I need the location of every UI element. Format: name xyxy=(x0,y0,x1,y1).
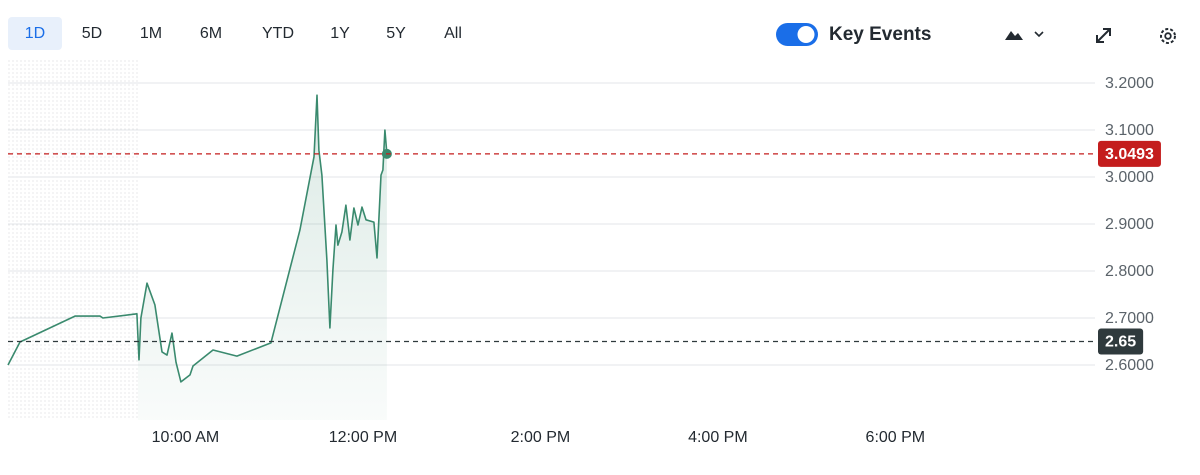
range-button[interactable]: 1Y xyxy=(330,25,350,42)
range-button[interactable]: YTD xyxy=(262,25,294,42)
range-button[interactable]: 6M xyxy=(200,25,222,42)
price-line xyxy=(7,94,388,383)
x-tick-label: 4:00 PM xyxy=(688,429,748,446)
range-button[interactable]: 1D xyxy=(25,25,45,42)
range-button[interactable]: 1M xyxy=(140,25,162,42)
x-tick-label: 12:00 PM xyxy=(329,429,397,446)
toolbar: 1D 5D 1M 6M YTD 1Y 5Y All xyxy=(8,17,462,50)
y-tick-label: 3.1000 xyxy=(1105,122,1154,139)
range-selected-bg xyxy=(8,17,62,50)
reference-label: 2.65 xyxy=(1105,334,1136,351)
chart-type-button[interactable] xyxy=(1005,31,1044,40)
reference-label-bg xyxy=(1098,140,1161,167)
y-tick-label: 2.6000 xyxy=(1105,357,1154,374)
y-tick-label: 2.8000 xyxy=(1105,263,1154,280)
x-tick-label: 10:00 AM xyxy=(152,429,220,446)
reference-label-bg xyxy=(1098,328,1144,355)
fullscreen-button[interactable] xyxy=(1096,28,1111,43)
toggle-knob xyxy=(797,26,815,43)
range-button[interactable]: All xyxy=(444,25,462,42)
pre-market-shade xyxy=(8,60,138,420)
y-tick-label: 2.9000 xyxy=(1105,216,1154,233)
reference-label: 3.0493 xyxy=(1105,146,1154,163)
area xyxy=(138,95,387,420)
range-button[interactable]: 5Y xyxy=(386,25,406,42)
y-tick-label: 3.0000 xyxy=(1105,169,1154,186)
key-events-label: Key Events xyxy=(829,24,931,45)
settings-button[interactable] xyxy=(1160,28,1176,44)
y-tick-label: 3.2000 xyxy=(1105,75,1154,92)
y-tick-label: 2.7000 xyxy=(1105,310,1154,327)
range-button[interactable]: 5D xyxy=(82,25,102,42)
x-tick-label: 6:00 PM xyxy=(866,429,926,446)
x-tick-label: 2:00 PM xyxy=(511,429,571,446)
